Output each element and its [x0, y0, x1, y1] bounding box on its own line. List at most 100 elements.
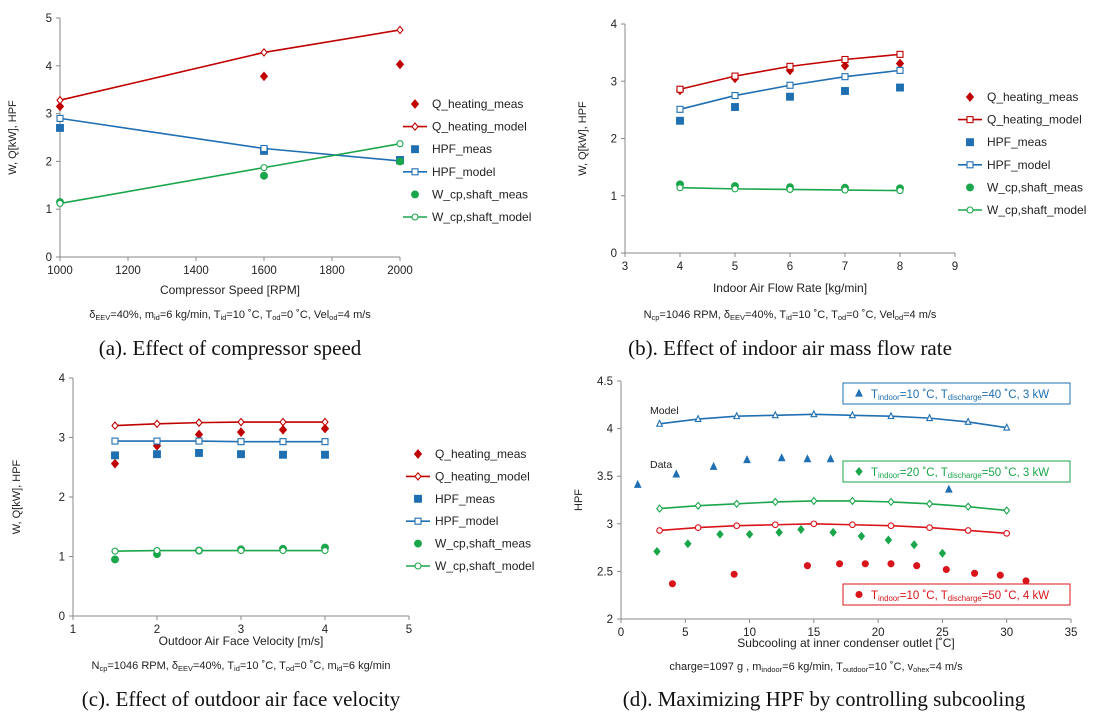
legend-label: W_cp,shaft_meas — [432, 187, 528, 201]
data-point — [153, 546, 161, 555]
y-tick-label: 3 — [46, 109, 52, 121]
x-tick-label: 9 — [952, 261, 958, 273]
legend-entry: HPF_meas — [414, 492, 495, 506]
series-w-cp-shaft-meas — [56, 157, 404, 206]
x-tick-label: 10 — [743, 627, 756, 639]
legend-label: Q_heating_model — [435, 469, 530, 483]
data-point — [743, 455, 751, 464]
model-point — [771, 410, 779, 419]
legend-label: Q_heating_model — [432, 120, 527, 134]
model-point — [733, 411, 741, 420]
model-point — [733, 522, 741, 530]
y-tick-label: 3 — [607, 519, 613, 531]
legend-entry: Q_heating_model — [406, 469, 530, 483]
data-point — [803, 454, 812, 463]
legend-label: Q_heating_model — [987, 113, 1082, 127]
y-axis-label: HPF — [573, 489, 585, 511]
legend-entry: HPF_model — [403, 165, 495, 179]
series-line — [114, 421, 325, 427]
legend-marker — [855, 388, 863, 397]
data-point — [938, 548, 947, 558]
x-tick-label: 1800 — [319, 265, 345, 277]
legend-label: W_cp,shaft_model — [435, 559, 534, 573]
x-tick-label: 3 — [622, 261, 628, 273]
model-point — [1003, 422, 1011, 431]
data-point — [836, 560, 844, 568]
x-tick-label: 5 — [682, 627, 688, 639]
figure-caption: (b). Effect of indoor air mass flow rate — [628, 336, 952, 360]
model-line — [659, 413, 1007, 429]
series-line — [114, 549, 325, 552]
x-tick-label: 25 — [936, 627, 949, 639]
series-line — [59, 29, 401, 101]
data-point — [841, 55, 849, 64]
model-point — [656, 504, 664, 513]
y-tick-label: 3 — [611, 76, 617, 88]
data-point — [841, 73, 849, 81]
legend-entry: Q_heating_model — [958, 113, 1082, 127]
data-point — [279, 417, 287, 427]
x-tick-label: 2000 — [387, 265, 413, 277]
x-tick-label: 7 — [842, 261, 848, 273]
data-point — [942, 565, 950, 574]
x-tick-label: 0 — [618, 627, 624, 639]
data-point — [195, 449, 203, 457]
data-point — [153, 450, 161, 459]
data-point — [971, 569, 979, 577]
series-hpf-model — [111, 437, 329, 446]
data-point — [653, 546, 661, 556]
data-point — [786, 81, 794, 89]
x-tick-label: 30 — [1000, 627, 1013, 639]
legend-label: Tindoor=10 ˚C, Tdischarge=50 ˚C, 4 kW — [871, 590, 1049, 603]
data-point — [111, 451, 119, 460]
x-tick-label: 1200 — [115, 265, 141, 277]
data-point — [279, 546, 287, 555]
x-tick-label: 1 — [70, 624, 76, 636]
model-point — [694, 501, 702, 510]
data-point — [237, 438, 245, 446]
y-tick-label: 1 — [59, 552, 65, 564]
legend-box: Tindoor=20 ˚C, Tdischarge=50 ˚C, 3 kW — [842, 460, 1071, 483]
legend-marker — [855, 467, 863, 476]
y-tick-label: 0 — [59, 611, 65, 623]
model-point — [925, 413, 934, 422]
data-point — [676, 105, 684, 113]
legend-entry: W_cp,shaft_meas — [966, 180, 1083, 194]
x-tick-label: 20 — [872, 627, 885, 639]
data-point — [396, 157, 404, 166]
data-point — [111, 555, 119, 564]
data-point — [321, 546, 329, 555]
data-point — [857, 531, 866, 541]
model-point — [655, 419, 664, 427]
series-q-heating-model — [56, 25, 404, 105]
data-point — [684, 539, 692, 549]
model-line — [659, 500, 1007, 512]
conditions-text: charge=1097 g , mindoor=6 kg/min, Toutdo… — [669, 661, 963, 674]
legend-marker — [966, 116, 974, 124]
x-tick-label: 2 — [154, 624, 160, 636]
data-point — [913, 562, 921, 570]
x-axis-label: Outdoor Air Face Velocity [m/s] — [159, 634, 324, 648]
series-hpf-model — [676, 66, 904, 113]
data-point — [840, 60, 850, 71]
model-point — [887, 497, 895, 507]
y-tick-label: 1 — [611, 191, 617, 203]
data-point — [321, 450, 329, 459]
model-point — [848, 496, 856, 506]
x-tick-label: 8 — [897, 261, 903, 273]
series-hpf-meas — [676, 83, 904, 125]
model-point — [926, 499, 934, 509]
data-point — [195, 418, 203, 428]
data-point — [895, 58, 905, 69]
series-hpf-model — [56, 114, 404, 165]
legend-marker — [966, 138, 974, 147]
annotation-model: Model — [650, 405, 679, 417]
model-line — [659, 522, 1007, 535]
legend-marker — [411, 145, 419, 154]
data-point — [321, 417, 329, 427]
x-axis-label: Indoor Air Flow Rate [kg/min] — [713, 281, 867, 295]
data-point — [676, 184, 684, 192]
legend-entry: Q_heating_meas — [413, 447, 526, 461]
